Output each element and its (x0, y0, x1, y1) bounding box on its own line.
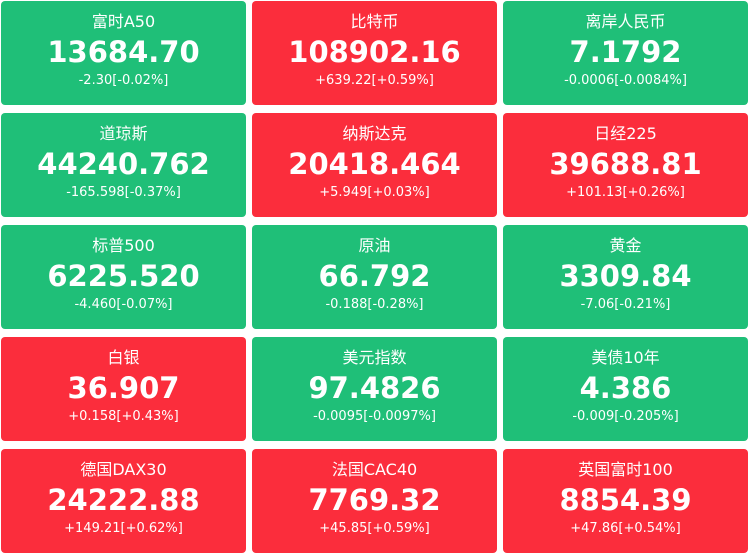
quote-change: +0.158[+0.43%] (68, 409, 179, 424)
quote-name: 美债10年 (591, 348, 660, 367)
quote-name: 德国DAX30 (80, 460, 167, 479)
quote-tile-sp-500[interactable]: 标普500 6225.520 -4.460[-0.07%] (1, 225, 246, 329)
quote-change: -0.0095[-0.0097%] (313, 409, 436, 424)
quote-tile-ftse-china-a50[interactable]: 富时A50 13684.70 -2.30[-0.02%] (1, 1, 246, 105)
quote-tile-dow-jones[interactable]: 道琼斯 44240.762 -165.598[-0.37%] (1, 113, 246, 217)
quote-tile-nasdaq[interactable]: 纳斯达克 20418.464 +5.949[+0.03%] (252, 113, 497, 217)
quote-change: +639.22[+0.59%] (315, 73, 434, 88)
quote-tile-silver[interactable]: 白银 36.907 +0.158[+0.43%] (1, 337, 246, 441)
quote-tile-us-10y-treasury[interactable]: 美债10年 4.386 -0.009[-0.205%] (503, 337, 748, 441)
quote-change: -0.0006[-0.0084%] (564, 73, 687, 88)
quote-change: +5.949[+0.03%] (319, 185, 430, 200)
quote-change: -0.009[-0.205%] (572, 409, 679, 424)
quote-price: 7.1792 (569, 35, 682, 69)
quote-name: 标普500 (92, 236, 155, 255)
quote-name: 黄金 (609, 236, 642, 255)
quote-name: 法国CAC40 (331, 460, 418, 479)
quote-price: 36.907 (67, 371, 180, 405)
quote-change: +149.21[+0.62%] (64, 521, 183, 536)
quote-price: 20418.464 (288, 147, 461, 181)
quote-name: 比特币 (350, 12, 399, 31)
quote-price: 7769.32 (308, 483, 441, 517)
quote-name: 道琼斯 (99, 124, 148, 143)
quote-change: -0.188[-0.28%] (325, 297, 424, 312)
quote-name: 日经225 (594, 124, 657, 143)
quote-tile-dax-30[interactable]: 德国DAX30 24222.88 +149.21[+0.62%] (1, 449, 246, 553)
quote-price: 97.4826 (308, 371, 441, 405)
quote-change: +101.13[+0.26%] (566, 185, 685, 200)
quote-price: 24222.88 (47, 483, 200, 517)
quote-price: 66.792 (318, 259, 431, 293)
quote-name: 纳斯达克 (342, 124, 407, 143)
quote-tile-nikkei-225[interactable]: 日经225 39688.81 +101.13[+0.26%] (503, 113, 748, 217)
quote-change: -7.06[-0.21%] (580, 297, 671, 312)
quote-price: 6225.520 (47, 259, 200, 293)
quote-price: 13684.70 (47, 35, 200, 69)
quote-price: 3309.84 (559, 259, 692, 293)
quote-change: -2.30[-0.02%] (78, 73, 169, 88)
quote-tile-gold[interactable]: 黄金 3309.84 -7.06[-0.21%] (503, 225, 748, 329)
quote-change: +47.86[+0.54%] (570, 521, 681, 536)
quote-name: 英国富时100 (578, 460, 673, 479)
quote-name: 美元指数 (342, 348, 407, 367)
quote-tile-bitcoin[interactable]: 比特币 108902.16 +639.22[+0.59%] (252, 1, 497, 105)
quote-tile-crude-oil[interactable]: 原油 66.792 -0.188[-0.28%] (252, 225, 497, 329)
quote-price: 8854.39 (559, 483, 692, 517)
quote-price: 4.386 (579, 371, 672, 405)
quote-tile-offshore-rmb[interactable]: 离岸人民币 7.1792 -0.0006[-0.0084%] (503, 1, 748, 105)
quote-tile-ftse-100[interactable]: 英国富时100 8854.39 +47.86[+0.54%] (503, 449, 748, 553)
quote-name: 原油 (358, 236, 391, 255)
quote-price: 108902.16 (288, 35, 461, 69)
quote-change: +45.85[+0.59%] (319, 521, 430, 536)
quote-change: -165.598[-0.37%] (66, 185, 181, 200)
quote-name: 白银 (107, 348, 140, 367)
quote-price: 39688.81 (549, 147, 702, 181)
quote-name: 富时A50 (91, 12, 156, 31)
quote-change: -4.460[-0.07%] (74, 297, 173, 312)
quote-name: 离岸人民币 (585, 12, 666, 31)
quote-tile-cac-40[interactable]: 法国CAC40 7769.32 +45.85[+0.59%] (252, 449, 497, 553)
quote-price: 44240.762 (37, 147, 210, 181)
quote-tile-us-dollar-index[interactable]: 美元指数 97.4826 -0.0095[-0.0097%] (252, 337, 497, 441)
